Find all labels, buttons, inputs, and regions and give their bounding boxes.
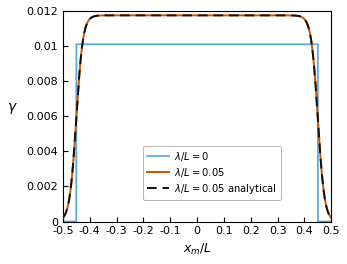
Y-axis label: $\gamma$: $\gamma$ — [7, 101, 18, 116]
Legend: $\lambda/L = 0$, $\lambda/L = 0.05$, $\lambda/L = 0.05$ analytical: $\lambda/L = 0$, $\lambda/L = 0.05$, $\l… — [143, 146, 281, 200]
X-axis label: $x_m/L$: $x_m/L$ — [183, 242, 212, 257]
